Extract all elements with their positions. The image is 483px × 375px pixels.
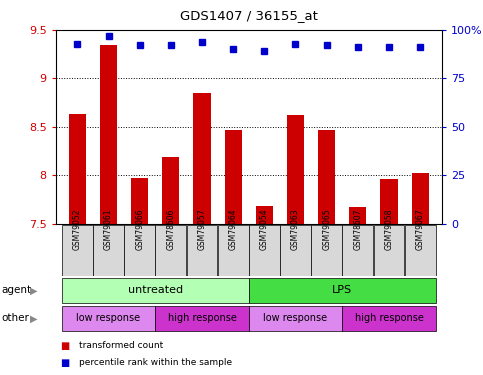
- Bar: [62, 225, 93, 276]
- Bar: [162, 157, 179, 224]
- Text: GSM79054: GSM79054: [260, 208, 269, 250]
- Text: agent: agent: [1, 285, 31, 296]
- Bar: [287, 115, 304, 224]
- Bar: [342, 306, 436, 330]
- Bar: [100, 45, 117, 224]
- Text: GSM79057: GSM79057: [198, 208, 207, 250]
- Text: low response: low response: [263, 314, 327, 323]
- Text: other: other: [1, 314, 29, 323]
- Text: GSM79064: GSM79064: [228, 208, 238, 250]
- Bar: [311, 225, 342, 276]
- Text: LPS: LPS: [332, 285, 352, 296]
- Text: low response: low response: [76, 314, 141, 323]
- Text: untreated: untreated: [128, 285, 183, 296]
- Bar: [93, 225, 124, 276]
- Bar: [256, 206, 273, 224]
- Bar: [373, 225, 404, 276]
- Bar: [131, 178, 148, 224]
- Text: GSM78606: GSM78606: [166, 208, 175, 250]
- Bar: [342, 225, 373, 276]
- Bar: [218, 225, 249, 276]
- Text: high response: high response: [355, 314, 424, 323]
- Text: GSM79067: GSM79067: [416, 208, 425, 250]
- Text: GSM79065: GSM79065: [322, 208, 331, 250]
- Bar: [280, 225, 311, 276]
- Text: GSM79063: GSM79063: [291, 208, 300, 250]
- Text: GSM79052: GSM79052: [73, 208, 82, 250]
- Text: ▶: ▶: [30, 314, 38, 323]
- Bar: [405, 225, 436, 276]
- Bar: [249, 306, 342, 330]
- Bar: [124, 225, 155, 276]
- Text: GSM79066: GSM79066: [135, 208, 144, 250]
- Text: GSM79058: GSM79058: [384, 208, 394, 250]
- Text: transformed count: transformed count: [79, 341, 163, 350]
- Text: high response: high response: [168, 314, 237, 323]
- Text: ■: ■: [60, 358, 70, 368]
- Bar: [381, 179, 398, 224]
- Bar: [349, 207, 367, 224]
- Text: GDS1407 / 36155_at: GDS1407 / 36155_at: [180, 9, 318, 22]
- Bar: [318, 130, 335, 224]
- Text: GSM78607: GSM78607: [353, 208, 362, 250]
- Bar: [225, 130, 242, 224]
- Bar: [156, 225, 186, 276]
- Bar: [193, 93, 211, 224]
- Text: GSM79061: GSM79061: [104, 208, 113, 250]
- Bar: [249, 278, 436, 303]
- Text: ■: ■: [60, 340, 70, 351]
- Bar: [186, 225, 217, 276]
- Bar: [62, 278, 249, 303]
- Text: percentile rank within the sample: percentile rank within the sample: [79, 358, 232, 368]
- Bar: [412, 173, 429, 223]
- Text: ▶: ▶: [30, 285, 38, 296]
- Bar: [249, 225, 280, 276]
- Bar: [155, 306, 249, 330]
- Bar: [62, 306, 155, 330]
- Bar: [69, 114, 86, 224]
